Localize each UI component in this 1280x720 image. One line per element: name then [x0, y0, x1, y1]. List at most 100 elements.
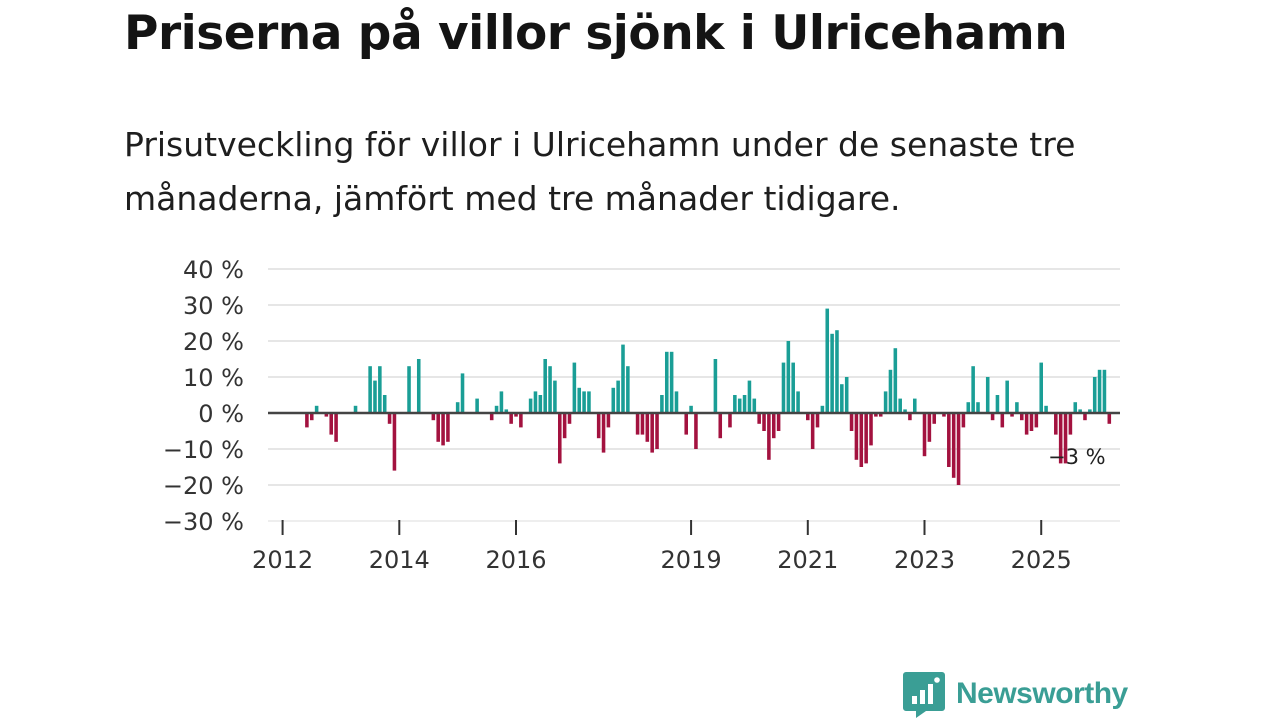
bar: [475, 398, 479, 413]
gridlines: [268, 268, 1120, 522]
bar: [898, 398, 902, 413]
bar: [869, 413, 873, 446]
y-tick-label: 0 %: [198, 400, 244, 428]
bar: [446, 413, 450, 442]
x-tick-label: 2014: [369, 546, 430, 574]
bar: [864, 413, 868, 464]
bar: [825, 308, 830, 413]
x-tick-label: 2019: [661, 546, 722, 574]
bar: [1078, 409, 1082, 413]
bar: [635, 413, 640, 435]
bar: [767, 413, 771, 460]
bar: [582, 391, 586, 413]
x-tick-label: 2023: [894, 546, 955, 574]
bar: [844, 377, 849, 413]
bar: [908, 413, 912, 421]
bar: [694, 413, 698, 449]
bar: [990, 413, 995, 421]
bar: [786, 341, 791, 413]
y-tick-label: 20 %: [183, 328, 244, 356]
bar: [1073, 402, 1078, 413]
bar: [947, 413, 951, 467]
bar: [1044, 405, 1048, 413]
bar: [1092, 377, 1097, 413]
bar: [640, 413, 645, 435]
newsworthy-logo-text: Newsworthy: [956, 677, 1128, 710]
bar: [762, 413, 766, 431]
bar: [849, 413, 854, 431]
bar: [334, 413, 338, 442]
bar: [1015, 402, 1019, 413]
bar: [932, 413, 937, 424]
bar: [1024, 413, 1029, 435]
bar: [407, 366, 411, 413]
bar: [971, 366, 975, 413]
bar: [460, 373, 465, 413]
bar: [874, 413, 878, 417]
annotations: −3 %: [1048, 445, 1106, 469]
bar: [728, 413, 732, 428]
bar: [903, 409, 907, 413]
bar: [611, 387, 616, 413]
bar: [504, 409, 509, 413]
bar: [1029, 413, 1034, 431]
bar: [883, 391, 888, 413]
bar: [538, 395, 543, 413]
bar: [436, 413, 440, 442]
y-tick-label: 30 %: [183, 292, 244, 320]
bar: [815, 413, 820, 428]
bar: [995, 395, 1000, 413]
bar: [494, 405, 499, 413]
bar: [854, 413, 859, 460]
x-tick-label: 2016: [485, 546, 546, 574]
newsworthy-logo[interactable]: Newsworthy: [902, 670, 1128, 718]
bar: [674, 391, 679, 413]
bar: [878, 413, 883, 417]
bar: [368, 366, 372, 413]
bar: [441, 413, 445, 446]
bar: [392, 413, 397, 471]
bar: [489, 413, 494, 421]
bar: [1068, 413, 1073, 435]
bar: [840, 384, 844, 413]
chart-subtitle: Prisutveckling för villor i Ulricehamn u…: [124, 125, 1076, 218]
bar: [1000, 413, 1005, 428]
y-tick-label: −10 %: [163, 436, 244, 464]
bar: [742, 395, 747, 413]
bar: [519, 413, 523, 428]
bar: [747, 380, 752, 413]
bar: [587, 391, 591, 413]
bar: [660, 395, 664, 413]
bar: [927, 413, 932, 442]
bar: [893, 348, 898, 413]
bar: [596, 413, 601, 439]
bar: [655, 413, 659, 449]
bar: [961, 413, 966, 428]
bar: [572, 362, 577, 413]
bar: [455, 402, 460, 413]
bar: [548, 366, 552, 413]
bar: [1010, 413, 1014, 417]
bar: [621, 344, 625, 413]
bar: [718, 413, 723, 439]
bar: [781, 362, 786, 413]
bar: [553, 380, 557, 413]
bar: [1097, 369, 1102, 413]
y-tick-label: −20 %: [163, 472, 244, 500]
bar: [859, 413, 864, 467]
bar: [689, 405, 693, 413]
last-value-label: −3 %: [1048, 445, 1106, 469]
bar: [669, 351, 674, 413]
bar: [567, 413, 572, 424]
x-axis: 2012 2014 2016 2019 2021 2023 2025: [252, 520, 1120, 574]
bar: [626, 366, 630, 413]
bar: [528, 398, 533, 413]
bar: [1019, 413, 1024, 421]
bar: [830, 333, 834, 413]
bar: [1034, 413, 1039, 428]
bar: [820, 405, 825, 413]
y-axis-labels: 40 % 30 % 20 % 10 % 0 % −10 % −20 % −30 %: [163, 256, 244, 536]
bar: [684, 413, 688, 435]
bar: [888, 369, 893, 413]
x-tick-label: 2012: [252, 546, 313, 574]
